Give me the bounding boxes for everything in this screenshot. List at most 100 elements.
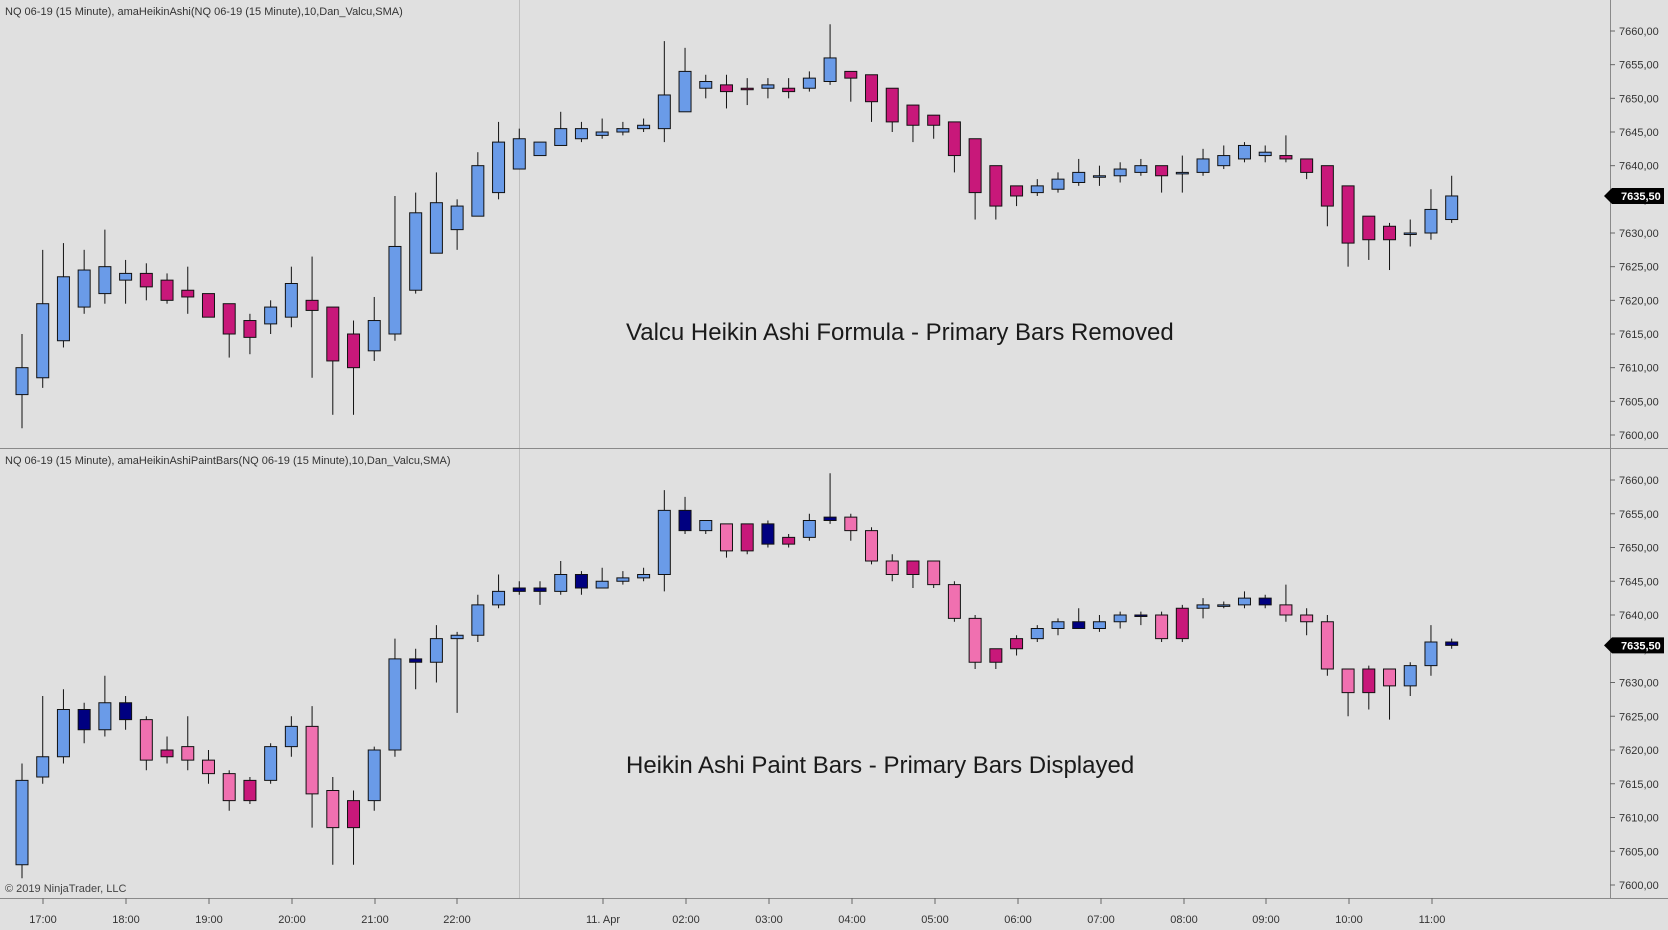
candle [533, 581, 547, 605]
candle-body [1030, 628, 1044, 640]
candle-body [36, 303, 50, 379]
candle-body [989, 165, 1003, 207]
candle-body [678, 70, 692, 113]
candle [201, 293, 215, 318]
price-tick-label: 7600,00 [1619, 880, 1659, 892]
candle [1258, 145, 1272, 163]
candle [1445, 175, 1459, 223]
candle [201, 750, 215, 784]
candle-body [574, 128, 588, 140]
candle-body [1175, 171, 1189, 175]
candle [740, 78, 754, 106]
candle [1155, 165, 1169, 193]
price-tick-label: 7615,00 [1619, 329, 1659, 341]
candle-body [1320, 621, 1334, 670]
candle-body [927, 114, 941, 126]
candle-body [761, 84, 775, 89]
candle-body [844, 516, 858, 532]
candle [429, 625, 443, 683]
candle [989, 648, 1003, 669]
candle [595, 567, 609, 589]
candle-body [492, 590, 506, 606]
candle-body [429, 202, 443, 254]
candle-body [409, 212, 423, 291]
price-tick-label: 7625,00 [1619, 262, 1659, 274]
time-tick-label: 04:00 [838, 914, 866, 926]
candle [802, 513, 816, 541]
price-tick-label: 7645,00 [1619, 576, 1659, 588]
candle-body [616, 128, 630, 133]
price-tick-label: 7630,00 [1619, 678, 1659, 690]
candle-body [1424, 641, 1438, 667]
candle-body [36, 756, 50, 778]
candle-body [1134, 165, 1148, 173]
candle-body [678, 509, 692, 532]
time-tick-label: 08:00 [1170, 914, 1198, 926]
candle-body [1237, 597, 1251, 606]
candle [1092, 615, 1106, 632]
candle-body [243, 320, 257, 338]
candle-body [947, 121, 961, 157]
candle [927, 560, 941, 588]
candle-body [1403, 232, 1417, 235]
candle-body [823, 57, 837, 82]
candle [1341, 668, 1355, 717]
candle [347, 320, 361, 415]
candle [512, 128, 526, 170]
candle-body [1092, 621, 1106, 629]
candle-body [1300, 614, 1314, 623]
price-tick-label: 7620,00 [1619, 295, 1659, 307]
candle-body [1279, 155, 1293, 160]
candle-body [388, 245, 402, 335]
candle-body [802, 520, 816, 538]
time-axis[interactable]: 17:00 18:00 19:00 20:00 21:00 22:00 11. Apr 02:… [29, 898, 1445, 926]
candle-body [554, 574, 568, 592]
candle-body [657, 509, 671, 575]
candle [15, 763, 29, 879]
candle [554, 561, 568, 595]
candle-body [139, 272, 153, 288]
candle [1092, 165, 1106, 186]
candle-body [1362, 668, 1376, 694]
candle [1320, 165, 1334, 227]
candle [98, 229, 112, 304]
candle-body [326, 790, 340, 829]
candle [512, 581, 526, 595]
top-last-price-label: 7635,50 [1621, 191, 1661, 203]
candle [222, 303, 236, 358]
bottom-panel-header: NQ 06-19 (15 Minute), amaHeikinAshiPaint… [5, 455, 451, 467]
candle-body [885, 560, 899, 575]
price-tick-label: 7605,00 [1619, 396, 1659, 408]
time-tick-label: 09:00 [1252, 914, 1280, 926]
candle [1113, 162, 1127, 183]
candle-body [1258, 151, 1272, 157]
candle-body [119, 702, 133, 721]
candle [761, 520, 775, 548]
candle-body [181, 289, 195, 298]
price-tick-label: 7655,00 [1619, 60, 1659, 72]
candle-body [1196, 604, 1210, 609]
candle [1424, 625, 1438, 676]
top-panel-annotation: Valcu Heikin Ashi Formula - Primary Bars… [626, 319, 1174, 346]
candle-body [56, 709, 70, 758]
candle [1403, 219, 1417, 247]
copyright-text: © 2019 NinjaTrader, LLC [5, 883, 126, 895]
price-tick-label: 7610,00 [1619, 813, 1659, 825]
candle [885, 554, 899, 582]
candle [989, 165, 1003, 220]
candle [782, 78, 796, 99]
candle [1051, 172, 1065, 193]
time-tick-label: 20:00 [278, 914, 306, 926]
candle [1320, 615, 1334, 676]
time-tick-label: 19:00 [195, 914, 223, 926]
candle [1134, 611, 1148, 626]
price-tick-label: 7640,00 [1619, 161, 1659, 173]
price-tick-label: 7650,00 [1619, 93, 1659, 105]
time-tick-label: 06:00 [1004, 914, 1032, 926]
candle [1175, 604, 1189, 642]
top-panel-header: NQ 06-19 (15 Minute), amaHeikinAshi(NQ 0… [5, 6, 403, 18]
candle-body [471, 165, 485, 217]
top-panel-price-axis[interactable]: 7660,00 7655,00 7650,00 7645,00 7640,00 7635,… [1610, 26, 1659, 442]
